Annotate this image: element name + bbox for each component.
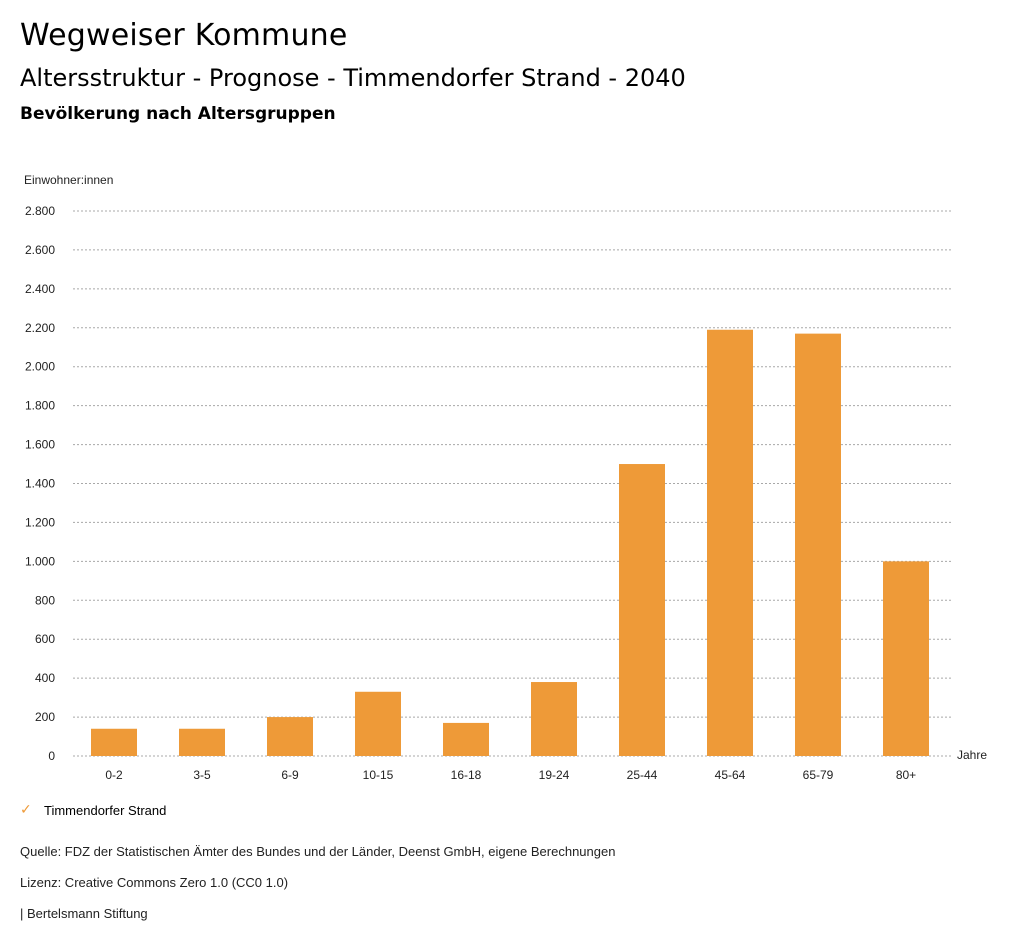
bar-chart: Einwohner:innen 0 200 400 600 800 1.000 1.200 1… bbox=[24, 173, 987, 782]
legend[interactable]: ✓ Timmendorfer Strand bbox=[20, 802, 166, 818]
bar-6-9[interactable] bbox=[267, 717, 313, 756]
x-tick-label: 19-24 bbox=[539, 768, 570, 782]
x-tick-label: 80+ bbox=[896, 768, 916, 782]
bar-series bbox=[91, 329, 929, 756]
y-tick-label: 1.200 bbox=[25, 515, 55, 529]
bar-80+[interactable] bbox=[883, 561, 929, 756]
x-tick-label: 0-2 bbox=[105, 768, 123, 782]
y-tick-label: 2.600 bbox=[25, 243, 55, 257]
bar-65-79[interactable] bbox=[795, 333, 841, 756]
bar-0-2[interactable] bbox=[91, 728, 137, 756]
source-note: Quelle: FDZ der Statistischen Ämter des … bbox=[20, 844, 616, 859]
bar-10-15[interactable] bbox=[355, 691, 401, 756]
page-subtitle: Altersstruktur - Prognose - Timmendorfer… bbox=[20, 64, 686, 92]
x-axis-ticks: 0-2 3-5 6-9 10-15 16-18 19-24 25-44 45-64 65-79 8… bbox=[105, 768, 916, 782]
x-tick-label: 6-9 bbox=[281, 768, 299, 782]
bar-3-5[interactable] bbox=[179, 728, 225, 756]
y-tick-label: 1.400 bbox=[25, 477, 55, 491]
x-tick-label: 25-44 bbox=[627, 768, 658, 782]
page-title: Wegweiser Kommune bbox=[20, 18, 348, 53]
publisher-note: | Bertelsmann Stiftung bbox=[20, 906, 148, 921]
y-tick-label: 200 bbox=[35, 710, 55, 724]
x-tick-label: 10-15 bbox=[363, 768, 394, 782]
y-tick-label: 1.600 bbox=[25, 438, 55, 452]
y-tick-label: 2.000 bbox=[25, 360, 55, 374]
y-tick-label: 2.400 bbox=[25, 282, 55, 296]
check-icon[interactable]: ✓ bbox=[20, 802, 32, 818]
bar-45-64[interactable] bbox=[707, 329, 753, 756]
y-tick-label: 1.000 bbox=[25, 554, 55, 568]
x-axis-title: Jahre bbox=[957, 748, 987, 762]
y-tick-label: 600 bbox=[35, 632, 55, 646]
x-tick-label: 3-5 bbox=[193, 768, 211, 782]
y-tick-label: 1.800 bbox=[25, 399, 55, 413]
chart-heading: Bevölkerung nach Altersgruppen bbox=[20, 104, 336, 124]
legend-label: Timmendorfer Strand bbox=[44, 802, 167, 818]
x-tick-label: 16-18 bbox=[451, 768, 482, 782]
y-tick-label: 0 bbox=[48, 749, 55, 763]
y-axis-title: Einwohner:innen bbox=[24, 173, 113, 187]
y-tick-label: 2.200 bbox=[25, 321, 55, 335]
x-tick-label: 45-64 bbox=[715, 768, 746, 782]
license-note: Lizenz: Creative Commons Zero 1.0 (CC0 1… bbox=[20, 875, 289, 890]
y-tick-label: 2.800 bbox=[25, 204, 55, 218]
y-tick-label: 400 bbox=[35, 671, 55, 685]
bar-19-24[interactable] bbox=[531, 682, 577, 756]
y-axis-ticks: 0 200 400 600 800 1.000 1.200 1.400 1.600 1.800 2.… bbox=[25, 204, 55, 763]
bar-25-44[interactable] bbox=[619, 464, 665, 756]
x-tick-label: 65-79 bbox=[803, 768, 834, 782]
y-tick-label: 800 bbox=[35, 593, 55, 607]
bar-16-18[interactable] bbox=[443, 722, 489, 756]
